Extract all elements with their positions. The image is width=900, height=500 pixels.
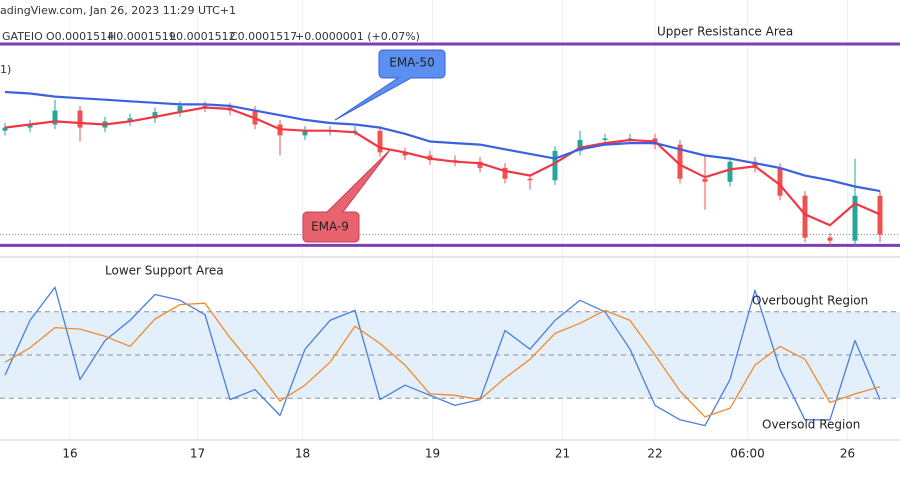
- candle-body: [502, 167, 508, 179]
- annotation: Lower Support Area: [105, 264, 224, 278]
- candle-body: [477, 161, 483, 168]
- source: adingView.com, Jan 26, 2023 11:29 UTC+1: [0, 4, 236, 17]
- series-line: [4, 106, 881, 227]
- series-line: [4, 302, 881, 418]
- candle-body: [127, 118, 133, 122]
- candle-body: [677, 144, 683, 179]
- candle-body: [52, 110, 58, 125]
- candle-body: [552, 150, 558, 181]
- ema9-callout: [302, 149, 391, 243]
- candle-body: [827, 237, 833, 241]
- series-line: [4, 90, 881, 193]
- series-line: [4, 286, 881, 427]
- x-tick-label: 16: [62, 447, 77, 461]
- x-tick-label: 17: [190, 447, 205, 461]
- annotation: Overbought Region: [752, 294, 868, 308]
- candle-body: [577, 140, 583, 151]
- candle-body: [27, 124, 33, 128]
- x-tick-label: 18: [295, 447, 310, 461]
- annotation: Upper Resistance Area: [657, 25, 793, 39]
- x-tick-label: 26: [840, 447, 855, 461]
- candle-body: [402, 152, 408, 156]
- candle-body: [602, 138, 608, 140]
- candle-body: [152, 112, 158, 119]
- x-tick-label: 21: [555, 447, 570, 461]
- candle-body: [877, 195, 883, 235]
- candle-body: [852, 195, 858, 241]
- candle-body: [77, 110, 83, 128]
- annotation: EMA-9: [311, 220, 349, 234]
- candle-body: [377, 130, 383, 153]
- candle-body: [302, 130, 308, 136]
- candle-body: [2, 127, 8, 131]
- annotation: Oversold Region: [762, 418, 860, 432]
- candle-body: [752, 161, 758, 168]
- x-tick-label: 19: [425, 447, 440, 461]
- candle-body: [802, 195, 808, 238]
- ohlc-open: O0.0001514: [46, 30, 114, 43]
- candle-body: [777, 167, 783, 196]
- candle-body: [727, 161, 733, 182]
- ohlc-change: +0.0000001 (+0.07%): [295, 30, 420, 43]
- annotation: EMA-50: [389, 56, 434, 70]
- ohlc-close: C0.0001517: [230, 30, 297, 43]
- marks: 16 17 18 19 21 22 06:00 26: [0, 42, 900, 461]
- candle-body: [177, 105, 183, 113]
- symbol: GATEIO: [2, 30, 43, 43]
- ema50-callout: [334, 49, 446, 121]
- x-tick-label: 06:00: [730, 447, 765, 461]
- x-tick-label: 22: [647, 447, 662, 461]
- candle-body: [702, 178, 708, 182]
- ohlc-high: H0.0001519: [108, 30, 176, 43]
- candle-body: [527, 178, 533, 181]
- ohlc-low: L0.0001512: [170, 30, 236, 43]
- indicator-label: 1): [0, 63, 11, 76]
